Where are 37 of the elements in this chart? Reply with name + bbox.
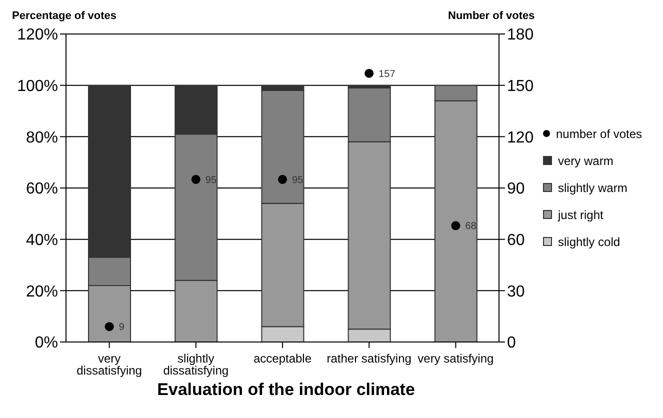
- y-tick-label: 20%: [26, 283, 58, 300]
- x-tick-label: acceptable: [253, 352, 312, 366]
- data-label: 68: [465, 221, 477, 232]
- legend-label: number of votes: [556, 126, 642, 140]
- legend-label: slightly cold: [558, 234, 620, 248]
- x-tick-label: very dissatisfying: [76, 352, 142, 378]
- point: [104, 322, 114, 332]
- legend-label: very warm: [558, 154, 614, 168]
- x-axis-title: Evaluation of the indoor climate: [156, 380, 416, 400]
- data-label: 95: [292, 174, 304, 186]
- y2-tick-label: 60: [507, 232, 525, 250]
- point: [364, 68, 374, 78]
- point: [278, 174, 288, 184]
- y-tick-label: 120%: [17, 26, 58, 44]
- point: [191, 174, 200, 184]
- y2-tick-label: 120: [507, 129, 534, 146]
- data-label: 157: [378, 68, 396, 80]
- y2-tick-label: 0: [507, 334, 516, 352]
- x-tick-label: very satisfying: [418, 352, 494, 366]
- y2-tick-label: 90: [507, 180, 525, 198]
- y2-tick-label: 30: [507, 283, 525, 300]
- x-tick-label: rather satisfying: [326, 352, 412, 366]
- y-tick-label: 80%: [26, 129, 58, 146]
- y2-tick-label: 150: [507, 78, 534, 96]
- y2-tick-label: 180: [507, 26, 534, 44]
- y-tick-label: 60%: [26, 180, 58, 198]
- y-tick-label: 100%: [17, 78, 58, 96]
- x-tick-label: slightly dissatisfying: [163, 352, 229, 378]
- y-tick-label: 40%: [26, 232, 58, 250]
- data-label: 95: [205, 174, 217, 186]
- legend-label: just right: [558, 208, 604, 222]
- data-label: 9: [118, 322, 125, 334]
- y-tick-label: 0%: [34, 334, 58, 352]
- point: [451, 221, 460, 230]
- y2-axis-title: Number of votes: [448, 10, 535, 22]
- y-axis-title: Percentage of votes: [12, 10, 117, 22]
- legend-label: slightly warm: [558, 180, 628, 194]
